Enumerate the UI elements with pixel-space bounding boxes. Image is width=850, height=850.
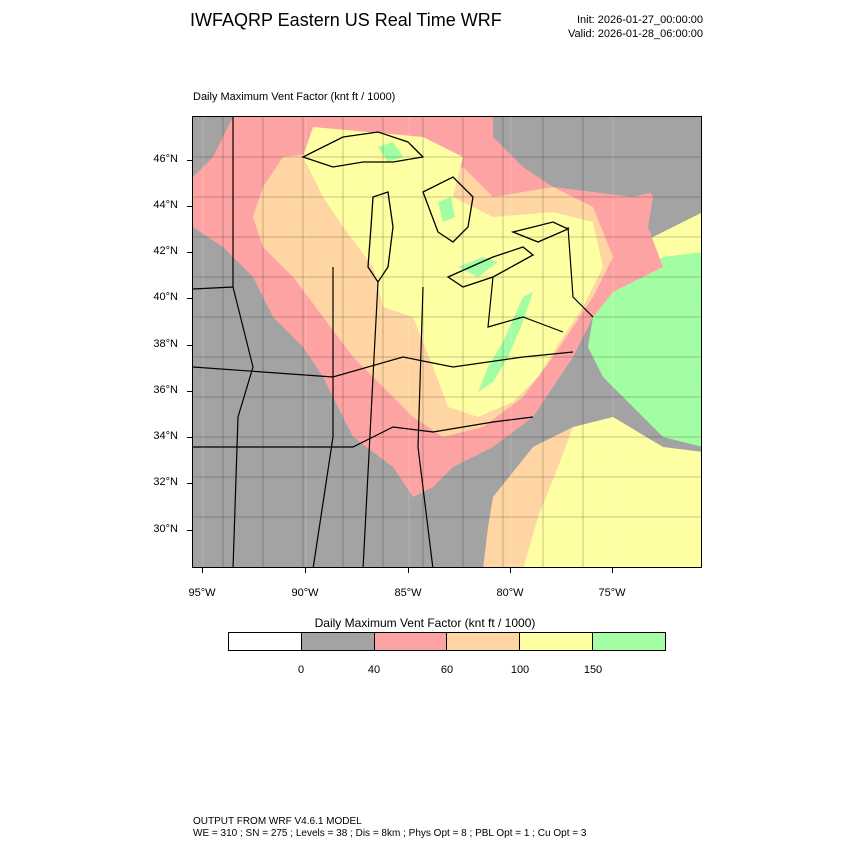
map-panel (192, 116, 702, 568)
model-config-line: WE = 310 ; SN = 275 ; Levels = 38 ; Dis … (193, 828, 587, 839)
lat-tick (187, 391, 192, 392)
legend-label: 0 (297, 664, 305, 676)
plot-title: Daily Maximum Vent Factor (knt ft / 1000… (193, 91, 396, 103)
lat-label: 46°N (153, 153, 178, 165)
lat-tick (187, 483, 192, 484)
legend-label: 60 (440, 664, 454, 676)
lat-label: 38°N (153, 338, 178, 350)
lat-tick (187, 160, 192, 161)
lat-label: 44°N (153, 199, 178, 211)
lat-tick (187, 345, 192, 346)
main-title: IWFAQRP Eastern US Real Time WRF (190, 10, 502, 30)
lat-label: 30°N (153, 523, 178, 535)
graticule (202, 117, 614, 567)
legend-swatch (374, 633, 448, 650)
atlantic-ocean-orange (483, 427, 573, 567)
green-patch-lake-erie (458, 257, 498, 277)
valid-time: Valid: 2026-01-28_06:00:00 (568, 28, 703, 40)
legend-swatch (593, 633, 665, 650)
lon-label: 80°W (496, 587, 524, 599)
color-legend-bar (228, 632, 666, 651)
lon-tick (510, 568, 511, 573)
vent-factor-map (193, 117, 701, 567)
atlantic-ocean-yellow-lower (523, 417, 701, 567)
lon-label: 90°W (291, 587, 319, 599)
lat-label: 34°N (153, 430, 178, 442)
legend-swatch (229, 633, 302, 650)
green-patch-lake-michigan (438, 197, 455, 222)
state-boundaries (193, 117, 594, 567)
lat-tick (187, 437, 192, 438)
lon-tick (202, 568, 203, 573)
lat-tick (187, 298, 192, 299)
init-time: Init: 2026-01-27_00:00:00 (577, 14, 703, 26)
lon-tick (612, 568, 613, 573)
legend-label: 40 (367, 664, 381, 676)
lon-label: 95°W (188, 587, 216, 599)
lat-label: 42°N (153, 245, 178, 257)
legend-swatch (520, 633, 594, 650)
lat-tick (187, 206, 192, 207)
lat-label: 32°N (153, 476, 178, 488)
lon-label: 85°W (394, 587, 422, 599)
legend-swatch (301, 633, 375, 650)
legend-swatch (447, 633, 521, 650)
legend-label: 150 (583, 664, 603, 676)
lat-label: 40°N (153, 291, 178, 303)
legend-label: 100 (510, 664, 530, 676)
lat-tick (187, 530, 192, 531)
county-boundaries (193, 117, 701, 567)
interior-yellow (303, 127, 603, 417)
lat-tick (187, 252, 192, 253)
lat-label: 36°N (153, 384, 178, 396)
model-info-line: OUTPUT FROM WRF V4.6.1 MODEL (193, 816, 362, 827)
lon-tick (305, 568, 306, 573)
lon-tick (408, 568, 409, 573)
lon-label: 75°W (598, 587, 626, 599)
legend-title: Daily Maximum Vent Factor (knt ft / 1000… (314, 616, 536, 630)
